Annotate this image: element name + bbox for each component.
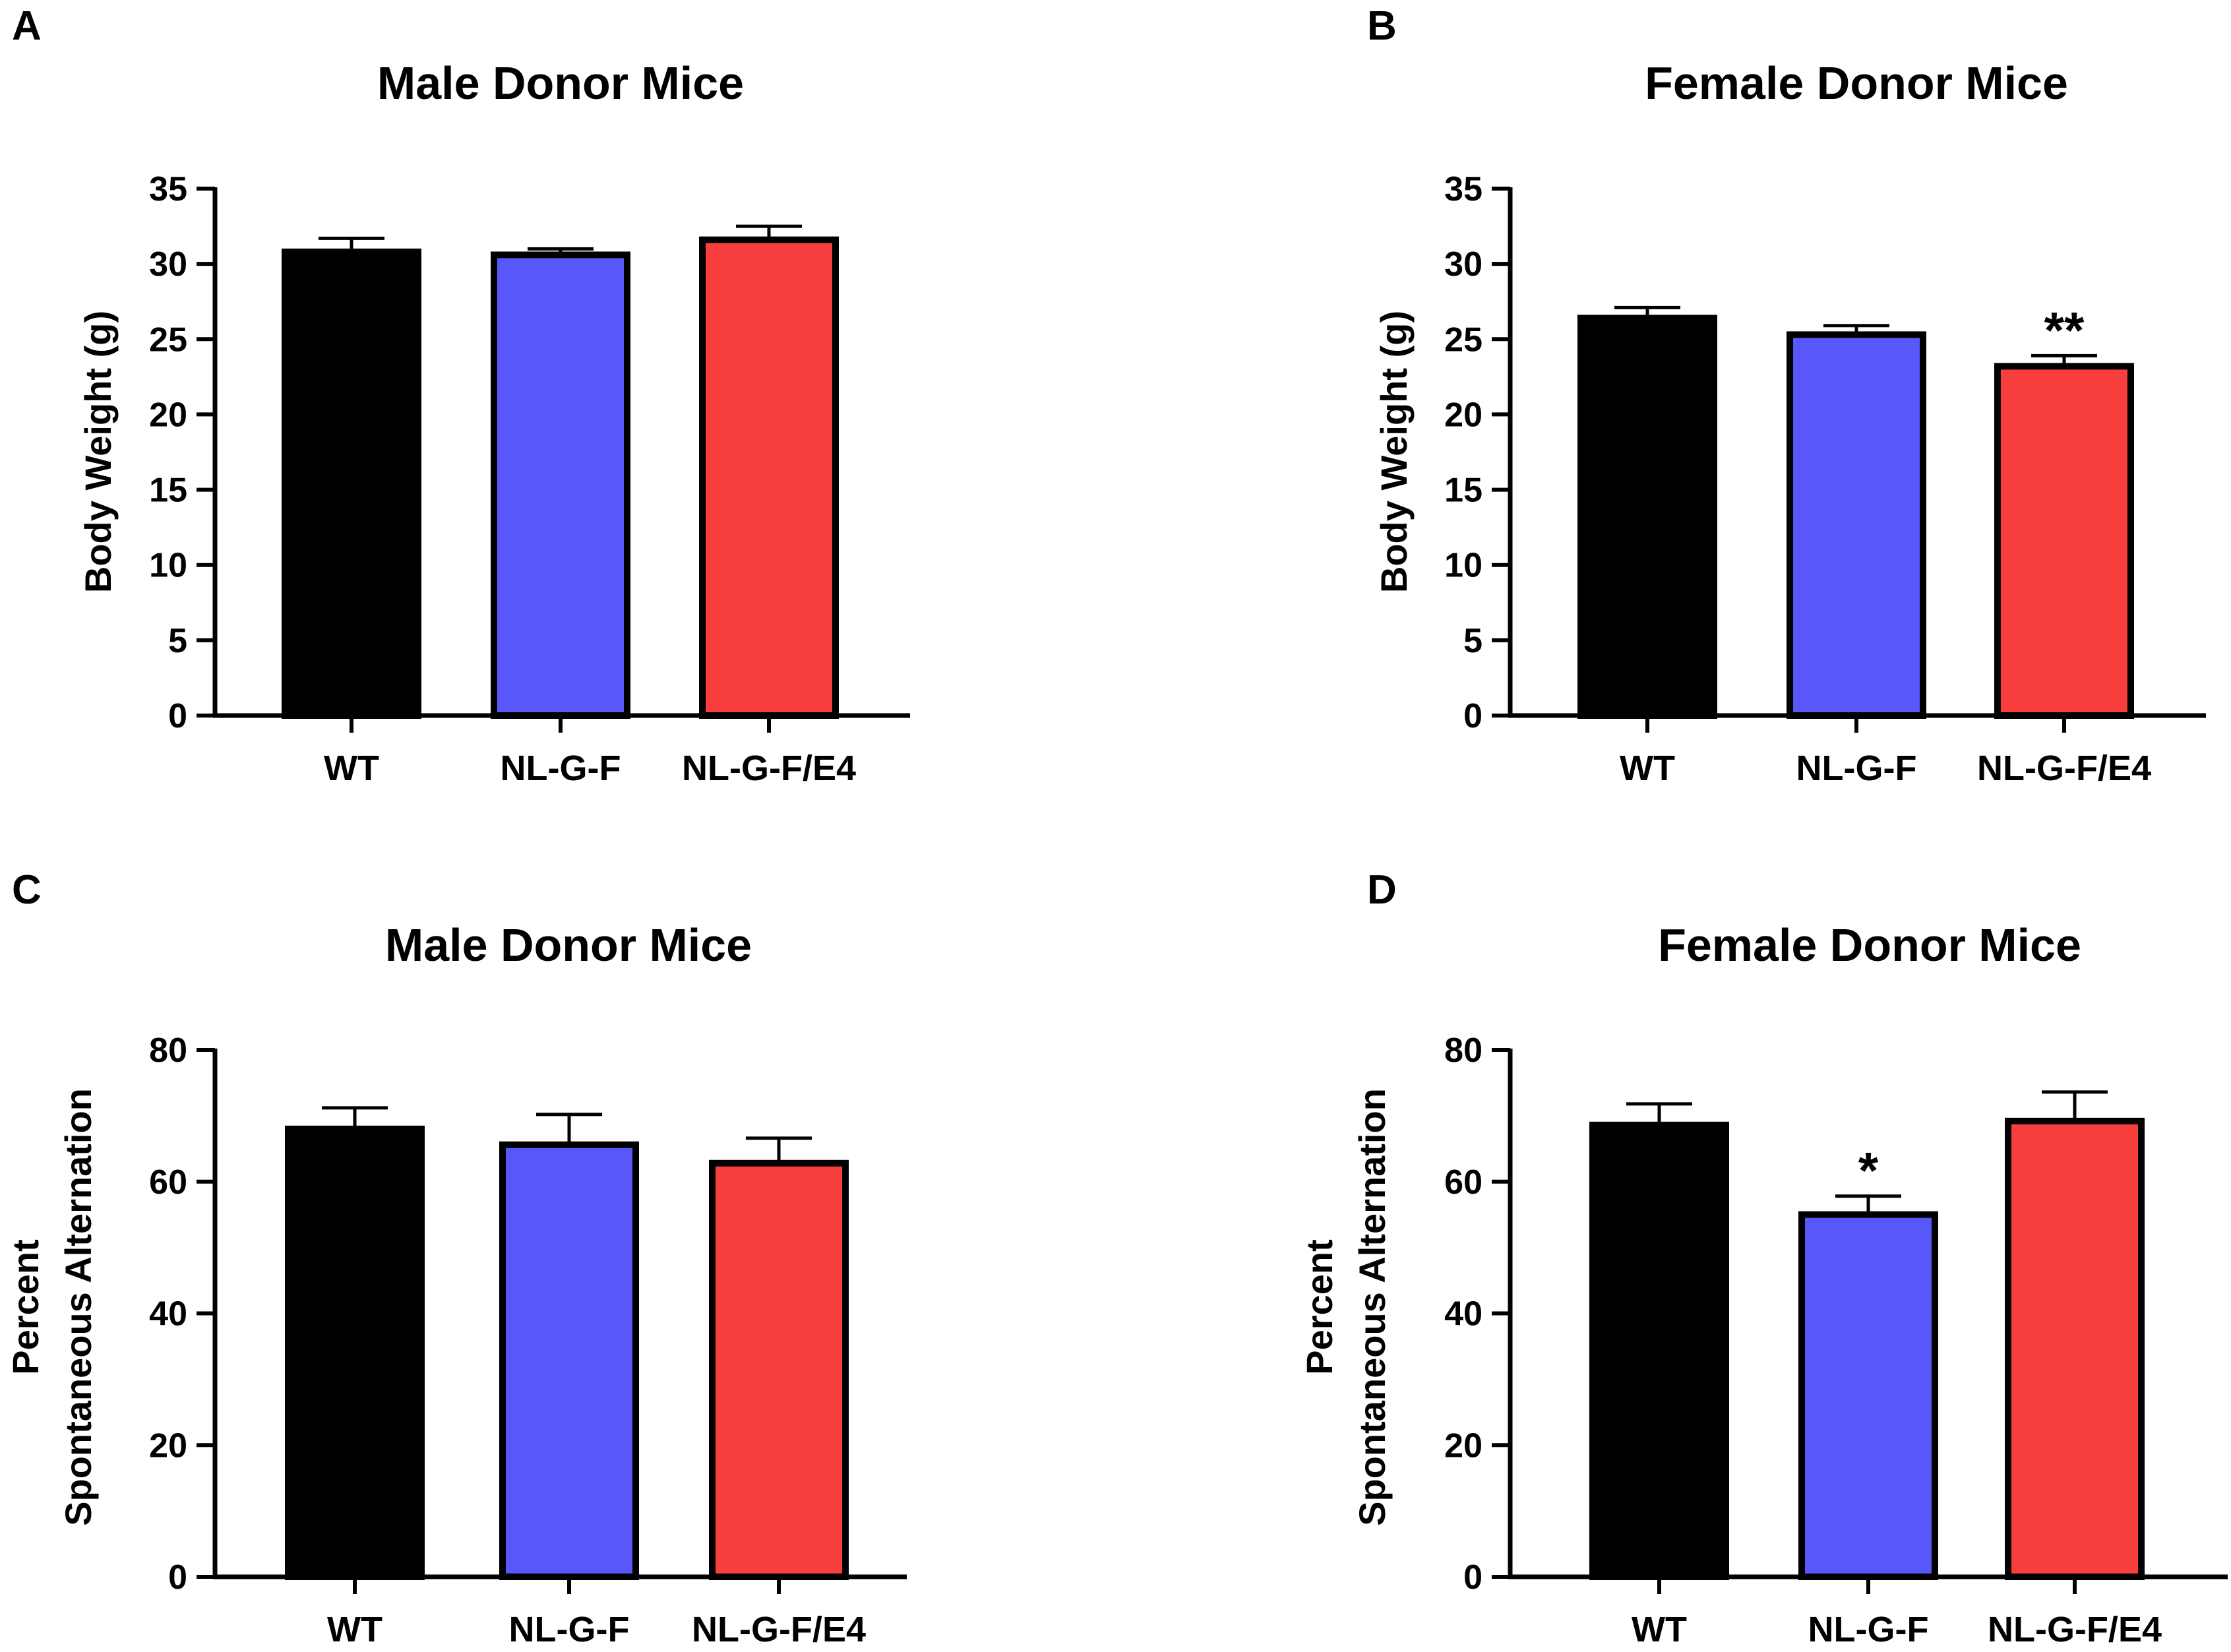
- panel-letter: C: [12, 867, 42, 913]
- y-tick-label: 20: [1444, 1426, 1482, 1465]
- x-tick-label: WT: [327, 1610, 382, 1649]
- y-tick-label: 5: [168, 622, 187, 660]
- y-axis-title-line: Body Weight (g): [77, 311, 119, 593]
- panel-letter: B: [1367, 3, 1397, 49]
- chart-title: Male Donor Mice: [377, 57, 744, 109]
- chart-title: Male Donor Mice: [385, 919, 752, 971]
- y-tick-label: 10: [149, 547, 187, 585]
- y-tick-label: 0: [168, 1558, 187, 1597]
- y-tick-label: 10: [1444, 547, 1482, 585]
- y-tick-label: 15: [149, 472, 187, 510]
- y-tick-label: 40: [149, 1295, 187, 1333]
- bar-nl-g-f: [499, 1141, 639, 1580]
- x-tick-label: NL-G-F: [1808, 1610, 1929, 1649]
- panel-c: C Male Donor Mice 0 20 40 60 80 Percent Spontane…: [5, 867, 907, 1649]
- bar-wt: [1589, 1121, 1729, 1581]
- significance-marker: *: [1858, 1142, 1879, 1200]
- panel-letter: D: [1367, 867, 1397, 913]
- y-axis-title-line: Spontaneous Alternation: [1351, 1088, 1393, 1526]
- x-tick-label: NL-G-F/E4: [692, 1610, 866, 1649]
- y-axis-title-line: Percent: [5, 1239, 46, 1374]
- y-tick-label: 15: [1444, 472, 1482, 510]
- bar-nl-g-f-e4: [2005, 1117, 2145, 1580]
- y-tick-label: 20: [1444, 396, 1482, 434]
- x-tick-label: NL-G-F/E4: [1988, 1610, 2162, 1649]
- y-axis-title-line: Spontaneous Alternation: [57, 1088, 99, 1526]
- x-tick-label: NL-G-F/E4: [1977, 749, 2151, 788]
- x-tick-label: WT: [1620, 749, 1675, 788]
- y-axis-title: Percent Spontaneous Alternation: [1299, 1088, 1393, 1526]
- bar-wt: [285, 1125, 425, 1580]
- bar-wt: [1577, 315, 1717, 719]
- x-tick-label: NL-G-F/E4: [682, 749, 856, 788]
- y-axis-title: Body Weight (g): [1373, 311, 1415, 593]
- x-tick-label: WT: [324, 749, 379, 788]
- bar-nl-g-f-e4: [1994, 363, 2134, 719]
- y-tick-label: 20: [149, 396, 187, 434]
- panel-b: B Female Donor Mice 0 5 10 15 20 25 30 35 Body Wei…: [1367, 3, 2206, 788]
- y-axis-title-line: Body Weight (g): [1373, 311, 1415, 593]
- y-tick-label: 60: [149, 1163, 187, 1202]
- y-tick-label: 40: [1444, 1295, 1482, 1333]
- significance-marker: **: [2044, 301, 2085, 359]
- bar-nl-g-f: [491, 251, 630, 719]
- panel-d: D Female Donor Mice 0 20 40 60 80 Percent Sponta…: [1299, 867, 2228, 1649]
- y-axis-title: Percent Spontaneous Alternation: [5, 1088, 99, 1526]
- y-tick-label: 35: [1444, 170, 1482, 208]
- x-tick-label: NL-G-F: [509, 1610, 630, 1649]
- y-tick-label: 0: [168, 697, 187, 735]
- bar-nl-g-f-e4: [709, 1159, 849, 1581]
- x-tick-label: WT: [1632, 1610, 1687, 1649]
- x-tick-label: NL-G-F: [1796, 749, 1917, 788]
- y-tick-label: 25: [149, 321, 187, 359]
- y-tick-label: 0: [1463, 697, 1482, 735]
- y-tick-label: 80: [149, 1031, 187, 1070]
- chart-title: Female Donor Mice: [1645, 57, 2068, 109]
- y-tick-label: 30: [149, 245, 187, 284]
- y-axis-title: Body Weight (g): [77, 311, 119, 593]
- y-tick-label: 30: [1444, 245, 1482, 284]
- y-axis-title-line: Percent: [1299, 1239, 1340, 1374]
- bar-wt: [282, 248, 421, 719]
- y-tick-label: 25: [1444, 321, 1482, 359]
- panel-a: A Male Donor Mice 0 5 10 15 20 25 30 35 Body Weigh…: [12, 3, 910, 788]
- bar-nl-g-f: [1787, 331, 1926, 719]
- y-tick-label: 20: [149, 1426, 187, 1465]
- y-tick-label: 35: [149, 170, 187, 208]
- y-tick-label: 80: [1444, 1031, 1482, 1070]
- bar-nl-g-f: [1798, 1211, 1938, 1580]
- panel-letter: A: [12, 3, 42, 49]
- x-tick-label: NL-G-F: [501, 749, 621, 788]
- y-tick-label: 5: [1463, 622, 1482, 660]
- y-tick-label: 60: [1444, 1163, 1482, 1202]
- y-tick-label: 0: [1463, 1558, 1482, 1597]
- bar-nl-g-f-e4: [699, 236, 839, 719]
- chart-title: Female Donor Mice: [1658, 919, 2081, 971]
